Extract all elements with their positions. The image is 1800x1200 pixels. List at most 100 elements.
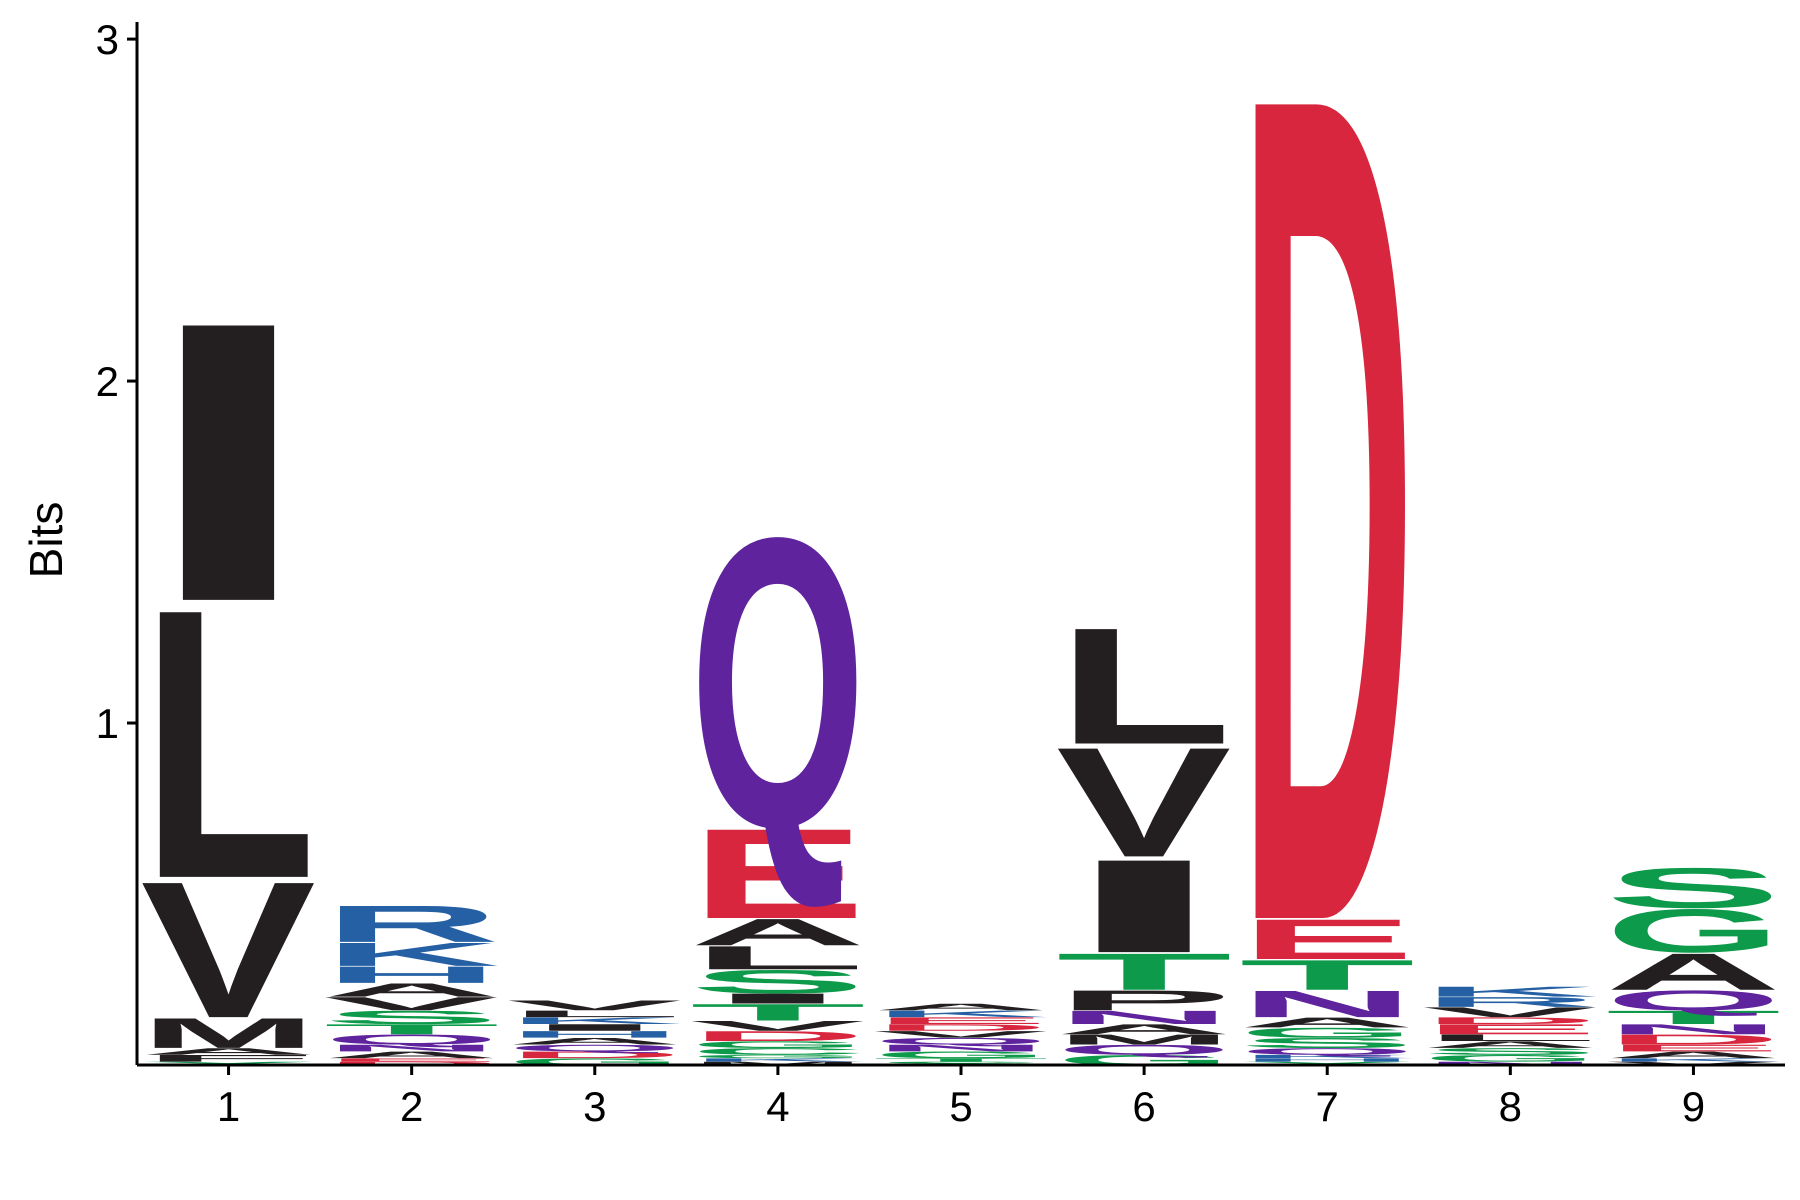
logo-letter-d: D bbox=[1605, 1032, 1781, 1048]
logo-letter-n: N bbox=[873, 1043, 1049, 1054]
logo-letter-t: T bbox=[1605, 1007, 1781, 1028]
logo-letter-d: D bbox=[690, 1028, 866, 1044]
logo-letter-a: A bbox=[507, 1036, 683, 1047]
x-tick-label: 6 bbox=[1132, 1083, 1155, 1130]
y-tick-label: 2 bbox=[96, 358, 119, 405]
logo-letter-s: S bbox=[1239, 1035, 1415, 1051]
logo-letter-f: F bbox=[141, 1053, 317, 1064]
logo-letter-k: K bbox=[690, 1057, 866, 1062]
logo-letter-y: Y bbox=[141, 1061, 317, 1066]
logo-letter-v: V bbox=[507, 997, 682, 1013]
logo-letter-e: E bbox=[873, 1015, 1049, 1026]
logo-letter-t: T bbox=[1239, 951, 1415, 999]
x-tick-label: 8 bbox=[1499, 1083, 1522, 1130]
logo-letter-d: D bbox=[1239, 0, 1415, 1169]
logo-letter-p: P bbox=[1056, 984, 1232, 1016]
logo-letter-k: K bbox=[1422, 984, 1598, 1000]
logo-letter-k: K bbox=[324, 936, 500, 973]
logo-letter-r: R bbox=[1422, 994, 1598, 1010]
logo-letter-s: S bbox=[690, 963, 866, 1000]
logo-letter-t: T bbox=[1056, 943, 1232, 1001]
logo-letter-h: H bbox=[1239, 1057, 1415, 1062]
logo-letter-e: E bbox=[690, 802, 866, 945]
y-tick-label: 1 bbox=[96, 700, 119, 747]
logo-letter-h: H bbox=[324, 961, 500, 988]
logo-letter-n: N bbox=[1239, 983, 1415, 1025]
logo-letter-i: I bbox=[507, 1022, 683, 1033]
logo-letter-q: Q bbox=[1239, 1046, 1415, 1057]
logo-letter-h: H bbox=[507, 1029, 683, 1040]
y-axis-label: Bits bbox=[20, 502, 72, 579]
x-tick-label: 2 bbox=[400, 1083, 423, 1130]
logo-letter-v: V bbox=[690, 1018, 865, 1034]
logo-letter-g: G bbox=[1239, 1025, 1415, 1041]
logo-letter-e: E bbox=[1422, 1021, 1598, 1037]
logo-letter-k: K bbox=[873, 1009, 1049, 1020]
logo-letter-t: T bbox=[324, 1021, 500, 1037]
logo-letter-r: R bbox=[324, 895, 500, 953]
logo-letter-m: M bbox=[141, 1009, 317, 1057]
x-tick-label: 7 bbox=[1316, 1083, 1339, 1130]
chart-axes: 1 2 3 1 2 3 4 5 6 7 8 9 bbox=[96, 16, 1785, 1130]
logo-letter-a: A bbox=[1605, 943, 1781, 1001]
logo-letter-y: Y bbox=[1239, 1061, 1415, 1066]
logo-letter-g: G bbox=[1605, 897, 1781, 966]
logo-letter-s: S bbox=[324, 1007, 500, 1028]
logo-letter-a: A bbox=[873, 1002, 1049, 1013]
logo-letter-e: E bbox=[1605, 1043, 1781, 1054]
logo-letter-t: T bbox=[873, 1057, 1049, 1062]
logo-letter-v: V bbox=[1056, 714, 1231, 889]
logo-letter-i: I bbox=[690, 991, 866, 1007]
logo-letter-n: N bbox=[324, 1043, 500, 1054]
logo-letter-k: K bbox=[1605, 1057, 1781, 1062]
logo-letter-m: M bbox=[1056, 1032, 1232, 1048]
logo-letter-v: V bbox=[1422, 1004, 1597, 1020]
logo-letter-d: D bbox=[324, 1061, 500, 1066]
logo-letter-q: Q bbox=[324, 1032, 500, 1048]
logo-letter-l: L bbox=[141, 529, 317, 959]
logo-letter-a: A bbox=[1239, 1015, 1415, 1031]
logo-letter-q: Q bbox=[873, 1036, 1049, 1047]
x-tick-label: 1 bbox=[217, 1083, 240, 1130]
logo-letter-d: D bbox=[873, 1022, 1049, 1033]
logo-letter-v: V bbox=[141, 841, 316, 1058]
logo-letter-t: T bbox=[690, 999, 866, 1025]
logo-letter-g: G bbox=[1422, 1053, 1598, 1064]
logo-letter-l: L bbox=[690, 939, 866, 976]
logo-letter-e: E bbox=[324, 1057, 500, 1062]
logo-letter-e: E bbox=[1239, 908, 1415, 972]
logo-letter-q: Q bbox=[1056, 1042, 1232, 1058]
logo-letter-l: L bbox=[1056, 593, 1232, 779]
logo-letter-s: S bbox=[1422, 1046, 1598, 1057]
logo-letter-k: K bbox=[1239, 1054, 1415, 1059]
logo-letter-v: V bbox=[873, 1029, 1048, 1040]
logo-stacks: YFAMVLIDEANQTSVAHKRGDQAHIKLVMKGCGDVTISLA… bbox=[141, 0, 1782, 1169]
logo-letter-d: D bbox=[507, 1050, 683, 1061]
logo-letter-c: C bbox=[690, 1046, 866, 1057]
x-tick-label: 4 bbox=[766, 1083, 789, 1130]
logo-letter-a: A bbox=[1422, 1039, 1598, 1050]
logo-letter-k: K bbox=[507, 1015, 683, 1026]
logo-letter-g: G bbox=[690, 1039, 866, 1050]
x-tick-label: 5 bbox=[949, 1083, 972, 1130]
logo-letter-g: G bbox=[690, 1054, 866, 1059]
logo-letter-a: A bbox=[1605, 1050, 1781, 1061]
logo-letter-v: V bbox=[1605, 1061, 1780, 1066]
logo-letter-n: N bbox=[1422, 1061, 1598, 1066]
logo-letter-l: L bbox=[507, 1009, 683, 1020]
logo-letter-n: N bbox=[1056, 1007, 1232, 1028]
logo-letter-i: I bbox=[1056, 832, 1232, 981]
logo-letter-a: A bbox=[324, 1050, 500, 1061]
logo-letter-s: S bbox=[1605, 856, 1781, 920]
y-tick-label: 3 bbox=[96, 16, 119, 63]
